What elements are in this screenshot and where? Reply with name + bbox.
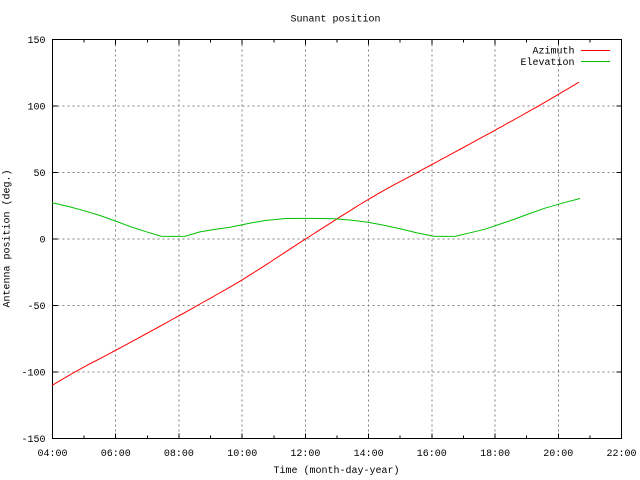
svg-text:18:00: 18:00 — [480, 449, 510, 460]
svg-text:-50: -50 — [27, 302, 45, 313]
svg-text:-100: -100 — [21, 369, 45, 380]
svg-text:04:00: 04:00 — [37, 449, 67, 460]
svg-text:08:00: 08:00 — [164, 449, 194, 460]
svg-text:0: 0 — [39, 236, 45, 247]
svg-text:-150: -150 — [21, 435, 45, 446]
svg-text:Antenna position (deg.): Antenna position (deg.) — [2, 169, 14, 307]
svg-text:50: 50 — [33, 169, 45, 180]
svg-text:10:00: 10:00 — [227, 449, 257, 460]
svg-text:20:00: 20:00 — [543, 449, 573, 460]
svg-text:12:00: 12:00 — [290, 449, 320, 460]
svg-text:Sunant position: Sunant position — [290, 14, 380, 26]
svg-text:100: 100 — [27, 103, 45, 114]
svg-text:Elevation: Elevation — [520, 57, 574, 69]
svg-text:16:00: 16:00 — [417, 449, 447, 460]
svg-text:Azimuth: Azimuth — [532, 46, 574, 58]
svg-text:22:00: 22:00 — [606, 449, 636, 460]
svg-text:14:00: 14:00 — [354, 449, 384, 460]
svg-text:Time (month-day-year): Time (month-day-year) — [273, 465, 399, 477]
svg-text:150: 150 — [27, 36, 45, 47]
svg-text:06:00: 06:00 — [101, 449, 131, 460]
